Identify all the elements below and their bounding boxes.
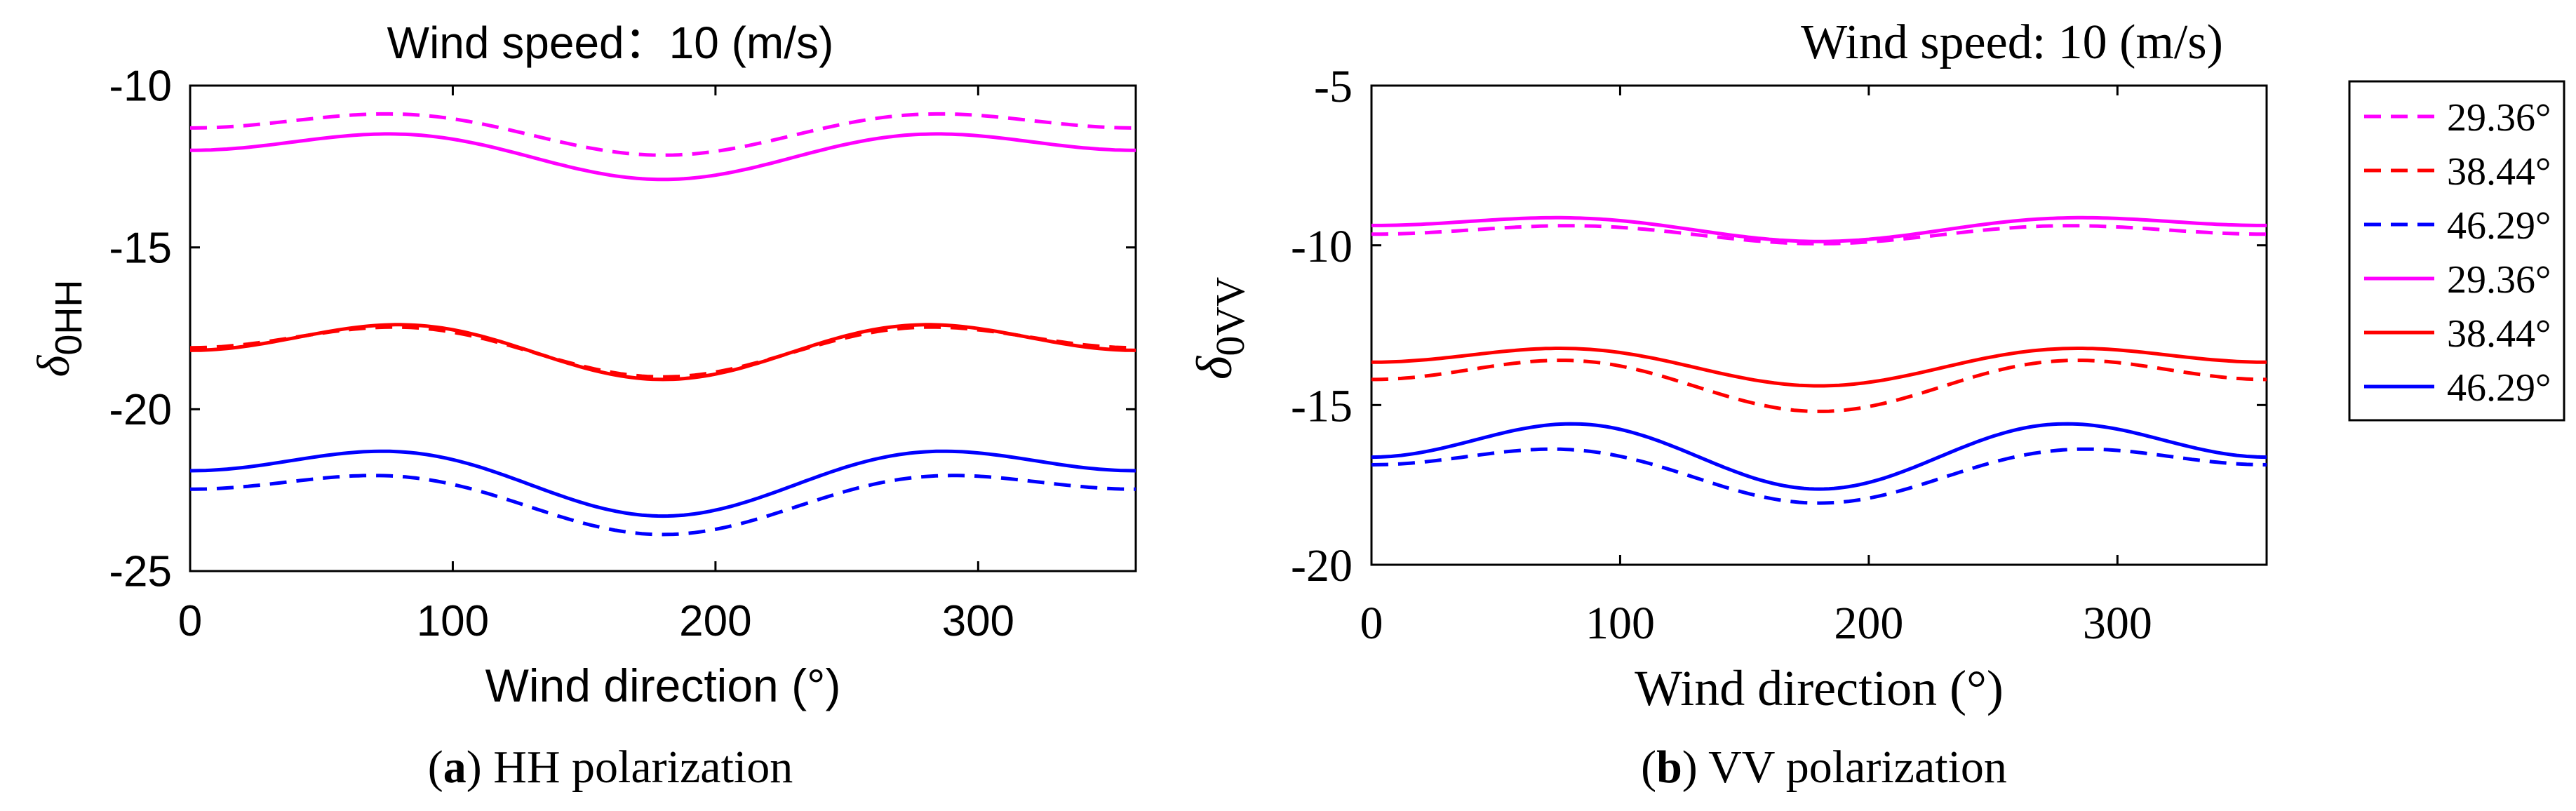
series-line-dashed-29-36deg <box>1371 224 2267 246</box>
legend-label: 38.44° <box>2447 150 2551 194</box>
x-tick-label: 0 <box>178 597 202 645</box>
tick-marks <box>1370 84 2267 566</box>
legend-label: 29.36° <box>2447 258 2551 302</box>
tick-marks <box>189 84 1136 572</box>
x-tick-label: 0 <box>1360 598 1383 649</box>
series-line-solid-46-29deg <box>189 449 1136 518</box>
y-axis-label-subscript: 0HH <box>48 280 90 356</box>
x-tick-label: 200 <box>1834 598 1903 649</box>
plot-area <box>1370 84 2268 566</box>
caption-text: HH polarization <box>482 742 793 793</box>
series-line-dashed-46-29deg <box>189 474 1136 537</box>
y-tick-label: -20 <box>109 386 172 434</box>
x-axis-label: Wind direction (°) <box>1635 660 2004 716</box>
series-lines <box>189 112 1136 537</box>
caption-letter: b <box>1656 742 1682 793</box>
y-tick-label: -15 <box>109 224 172 272</box>
y-tick-labels: -5 -10 -15 -20 <box>1291 61 1353 591</box>
y-axis-label-symbol: δ <box>28 354 79 377</box>
y-tick-label: -25 <box>109 548 172 596</box>
x-tick-label: 100 <box>1585 598 1655 649</box>
chart-title: Wind speed: 10 (m/s) <box>1801 15 2223 69</box>
x-tick-label: 200 <box>679 597 751 645</box>
plot-area <box>189 84 1137 572</box>
x-tick-label: 300 <box>2083 598 2152 649</box>
y-tick-label: -15 <box>1291 380 1353 431</box>
y-tick-label: -10 <box>109 62 172 111</box>
series-line-solid-46-29deg <box>1371 422 2267 491</box>
series-line-dashed-38-44deg <box>1371 358 2267 413</box>
chart-title: Wind speed：10 (m/s) <box>387 18 834 68</box>
y-axis-label-symbol: δ <box>1186 355 1242 380</box>
panel-b-caption: (b) VV polarization <box>1641 742 2007 793</box>
caption-text: VV polarization <box>1698 742 2007 793</box>
series-line-solid-38-44deg <box>189 323 1136 382</box>
x-axis-label: Wind direction (°) <box>485 659 841 711</box>
y-tick-label: -20 <box>1291 540 1353 591</box>
legend-label: 38.44° <box>2447 312 2551 356</box>
y-axis-label: δ0VV <box>1186 277 1253 380</box>
legend-label: 29.36° <box>2447 96 2551 140</box>
series-lines <box>1371 215 2267 505</box>
caption-letter: a <box>443 742 467 793</box>
panel-b-vv-chart: Wind speed: 10 (m/s) -5 -10 -15 -20 0 100 200… <box>1186 15 2565 793</box>
y-axis-label-subscript: 0VV <box>1207 277 1253 356</box>
x-tick-label: 300 <box>942 597 1014 645</box>
x-tick-label: 100 <box>417 597 489 645</box>
x-tick-labels: 0 100 200 300 <box>178 597 1014 645</box>
y-tick-label: -5 <box>1314 61 1353 112</box>
x-tick-labels: 0 100 200 300 <box>1360 598 2152 649</box>
y-tick-label: -10 <box>1291 221 1353 272</box>
legend: 29.36° 38.44° 46.29° 29.36° 38.44° 46.29° <box>2348 80 2565 422</box>
panel-a-caption: (a) HH polarization <box>428 742 793 793</box>
legend-box <box>2348 80 2565 422</box>
series-line-solid-29-36deg <box>1371 215 2267 243</box>
series-line-dashed-46-29deg <box>1371 447 2267 505</box>
series-line-solid-38-44deg <box>1371 347 2267 388</box>
legend-label: 46.29° <box>2447 204 2551 248</box>
y-tick-labels: -10 -15 -20 -25 <box>109 62 172 596</box>
y-axis-label: δ0HH <box>28 280 90 377</box>
series-line-solid-29-36deg <box>189 132 1136 182</box>
legend-label: 46.29° <box>2447 366 2551 410</box>
panel-a-hh-chart: Wind speed：10 (m/s) -10 -15 -20 -25 0 100 200… <box>28 18 1137 793</box>
